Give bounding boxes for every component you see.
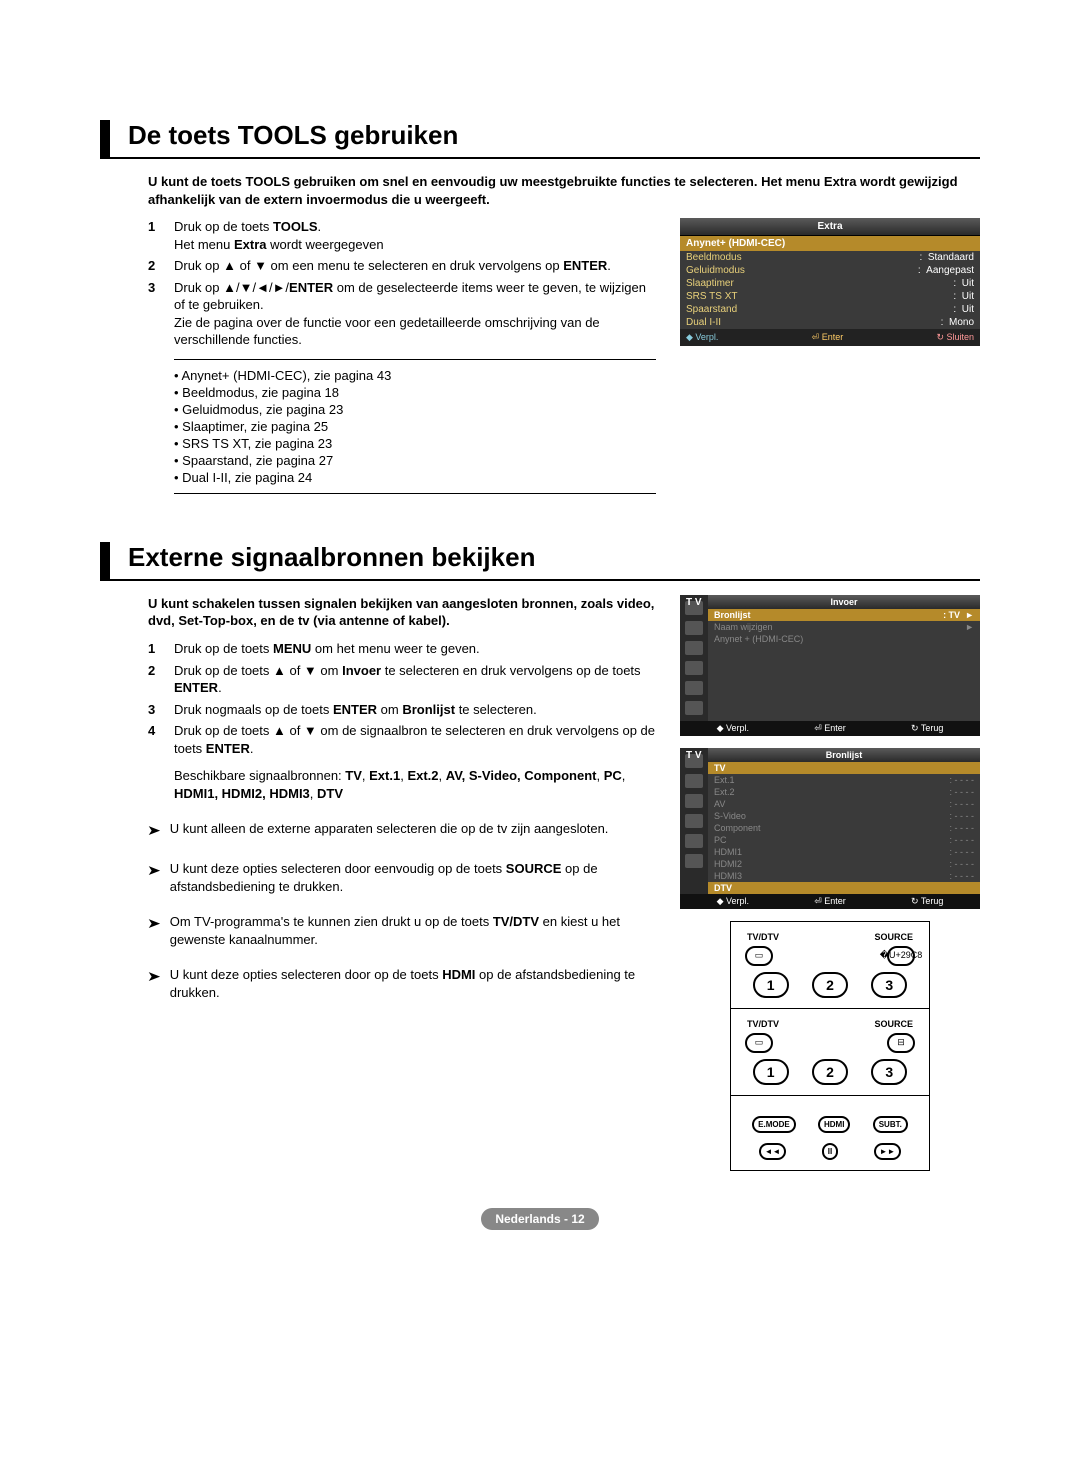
bullet-item: • Slaaptimer, zie pagina 25: [174, 419, 656, 434]
label-source: SOURCE: [874, 1019, 913, 1029]
osd-row: DTV: [708, 882, 980, 894]
num-1-button[interactable]: 1: [753, 972, 789, 998]
osd-row: Slaaptimer: Uit: [680, 277, 980, 290]
osd-row: Ext.1: - - - -: [708, 774, 980, 786]
osd-row: Geluidmodus: Aangepast: [680, 264, 980, 277]
step-1: 1 Druk op de toets TOOLS. Het menu Extra…: [148, 218, 656, 253]
source-button[interactable]: ⊟: [887, 1033, 915, 1053]
bullet-item: • SRS TS XT, zie pagina 23: [174, 436, 656, 451]
osd-row: Spaarstand: Uit: [680, 303, 980, 316]
step-3: 3 Druk op ▲/▼/◄/►/ENTER om de geselectee…: [148, 279, 656, 349]
osd-row: S-Video: - - - -: [708, 810, 980, 822]
osd-row: Bronlijst: TV ►: [708, 609, 980, 621]
osd-bronlijst: T V Bronlijst TV Ext.1: - - - - Ext.2: -…: [680, 748, 980, 909]
num-1-button[interactable]: 1: [753, 1059, 789, 1085]
note-3: Om TV-programma's te kunnen zien drukt u…: [148, 913, 656, 948]
step-4b: 4Druk op de toets ▲ of ▼ om de signaalbr…: [148, 722, 656, 757]
osd-row: PC: - - - -: [708, 834, 980, 846]
osd-row: Naam wijzigen►: [708, 621, 980, 633]
bullet-item: • Geluidmodus, zie pagina 23: [174, 402, 656, 417]
bullet-item: • Spaarstand, zie pagina 27: [174, 453, 656, 468]
osd-title: Invoer: [708, 595, 980, 609]
note-2: U kunt deze opties selecteren door eenvo…: [148, 860, 656, 895]
osd-row: Dual I-II: Mono: [680, 316, 980, 329]
forward-button[interactable]: ►►: [874, 1143, 902, 1160]
bullet-item: • Dual I-II, zie pagina 24: [174, 470, 656, 485]
osd-row: Ext.2: - - - -: [708, 786, 980, 798]
osd-row: Anynet + (HDMI-CEC): [708, 633, 980, 645]
osd-row: TV: [708, 762, 980, 774]
osd-title: Bronlijst: [708, 748, 980, 762]
osd-row: HDMI1: - - - -: [708, 846, 980, 858]
osd-highlight: Anynet+ (HDMI-CEC): [680, 236, 980, 251]
pointer-icon: [148, 820, 160, 842]
section-title-2: Externe signaalbronnen bekijken: [100, 542, 980, 581]
available-sources: Beschikbare signaalbronnen: TV, Ext.1, E…: [174, 767, 656, 802]
osd-row: HDMI3: - - - -: [708, 870, 980, 882]
remote-mid: TV/DTV SOURCE ▭ ⊟ 1 2 3: [730, 1009, 930, 1096]
osd-row: AV: - - - -: [708, 798, 980, 810]
osd-title: Extra: [680, 218, 980, 236]
osd-footer: ◆ Verpl.⏎ Enter↻ Terug: [680, 894, 980, 909]
page-footer: Nederlands - 12: [100, 1211, 980, 1226]
remote-top: TV/DTV SOURCE ▭ �U+29C8 1 2 3: [730, 921, 930, 1009]
osd-row: HDMI2: - - - -: [708, 858, 980, 870]
section-tools: De toets TOOLS gebruiken U kunt de toets…: [100, 120, 980, 502]
tvdtv-button[interactable]: ▭: [745, 1033, 773, 1053]
osd-corner: T V: [686, 597, 702, 608]
osd-row: SRS TS XT: Uit: [680, 290, 980, 303]
num-3-button[interactable]: 3: [871, 1059, 907, 1085]
osd-footer: ◆ Verpl.⏎ Enter↻ Terug: [680, 721, 980, 736]
osd-corner: T V: [686, 750, 702, 761]
intro-2: U kunt schakelen tussen signalen bekijke…: [148, 595, 656, 630]
label-source: SOURCE: [874, 932, 913, 942]
note-4: U kunt deze opties selecteren door op de…: [148, 966, 656, 1001]
source-button[interactable]: �U+29C8: [887, 946, 915, 966]
num-2-button[interactable]: 2: [812, 1059, 848, 1085]
num-3-button[interactable]: 3: [871, 972, 907, 998]
step-2: 2 Druk op ▲ of ▼ om een menu te selecter…: [148, 257, 656, 275]
note-1: U kunt alleen de externe apparaten selec…: [148, 820, 656, 842]
bullet-item: • Anynet+ (HDMI-CEC), zie pagina 43: [174, 368, 656, 383]
pointer-icon: [148, 860, 160, 895]
section-sources: Externe signaalbronnen bekijken U kunt s…: [100, 542, 980, 1171]
rewind-button[interactable]: ◄◄: [759, 1143, 787, 1160]
osd-invoer: T V Invoer Bronlijst: TV ► Naam wijzigen…: [680, 595, 980, 736]
pointer-icon: [148, 966, 160, 1001]
label-tvdtv: TV/DTV: [747, 932, 779, 942]
section-title-1: De toets TOOLS gebruiken: [100, 120, 980, 159]
osd-side-icons: [680, 748, 708, 894]
pause-button[interactable]: II: [822, 1143, 838, 1160]
tvdtv-button[interactable]: ▭: [745, 946, 773, 966]
bullet-list: • Anynet+ (HDMI-CEC), zie pagina 43 • Be…: [174, 359, 656, 494]
emode-button[interactable]: E.MODE: [752, 1116, 796, 1133]
bullet-item: • Beeldmodus, zie pagina 18: [174, 385, 656, 400]
osd-row: Component: - - - -: [708, 822, 980, 834]
remote-bottom: E.MODE HDMI SUBT. ◄◄ II ►►: [730, 1096, 930, 1171]
hdmi-button[interactable]: HDMI: [818, 1116, 850, 1133]
step-3b: 3Druk nogmaals op de toets ENTER om Bron…: [148, 701, 656, 719]
num-2-button[interactable]: 2: [812, 972, 848, 998]
osd-row: Beeldmodus: Standaard: [680, 251, 980, 264]
osd-footer: ◆ Verpl. ⏎ Enter ↻ Sluiten: [680, 329, 980, 346]
pointer-icon: [148, 913, 160, 948]
osd-side-icons: [680, 595, 708, 721]
label-tvdtv: TV/DTV: [747, 1019, 779, 1029]
subt-button[interactable]: SUBT.: [873, 1116, 908, 1133]
step-1b: 1Druk op de toets MENU om het menu weer …: [148, 640, 656, 658]
step-2b: 2Druk op de toets ▲ of ▼ om Invoer te se…: [148, 662, 656, 697]
intro-1: U kunt de toets TOOLS gebruiken om snel …: [148, 173, 980, 208]
osd-extra: Extra Anynet+ (HDMI-CEC) Beeldmodus: Sta…: [680, 218, 980, 346]
